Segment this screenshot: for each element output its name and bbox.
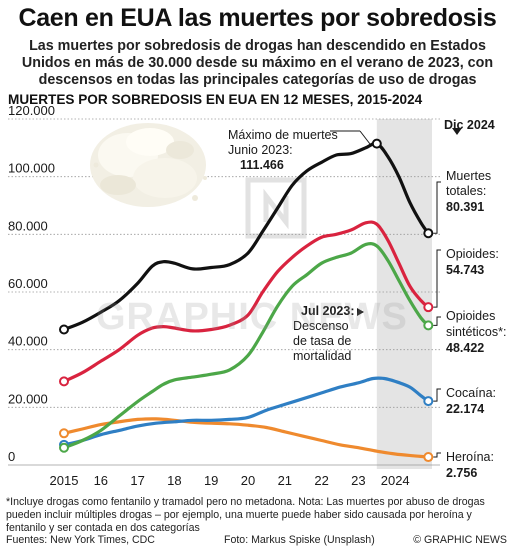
page-title: Caen en EUA las muertes por sobredosis <box>18 4 497 32</box>
y-tick-label: 100.000 <box>8 161 55 176</box>
connector-opioids <box>433 249 441 308</box>
y-tick-label: 40.000 <box>8 334 48 349</box>
brand-credit: © GRAPHIC NEWS <box>413 534 507 546</box>
x-tick-label: 21 <box>278 473 292 488</box>
series-end-point-synthetic <box>423 320 434 331</box>
x-tick-label: 2015 <box>50 473 79 488</box>
jul-annotation-label: Jul 2023: <box>301 304 355 318</box>
dec-label: Dic 2024 <box>444 118 495 132</box>
jul-annotation-line3: mortalidad <box>293 349 351 363</box>
synthetic-end-label-line2: sintéticos*: <box>446 325 506 339</box>
total-end-label-line2: totales: <box>446 184 486 198</box>
series-start-point-total <box>59 324 69 335</box>
y-tick-label: 20.000 <box>8 391 48 406</box>
subtitle: Las muertes por sobredosis de drogas han… <box>21 38 494 88</box>
x-tick-label: 22 <box>314 473 328 488</box>
x-tick-label: 18 <box>167 473 181 488</box>
peak-point <box>371 138 382 149</box>
series-line-opioids <box>62 220 430 383</box>
series-line-synthetic <box>62 242 430 450</box>
powder-photo <box>90 123 207 207</box>
connector-cocaine <box>433 388 441 402</box>
jul-marker-icon <box>357 308 364 316</box>
heroin-end-label: Heroína: <box>446 450 494 464</box>
series-line-cocaine <box>62 376 430 447</box>
x-tick-label: 19 <box>204 473 218 488</box>
synthetic-end-label-line1: Opioides <box>446 309 495 323</box>
connector-heroin <box>433 452 441 458</box>
x-tick-label: 2024 <box>381 473 410 488</box>
peak-annotation-line2: Junio 2023: <box>228 143 293 157</box>
y-tick-label: 0 <box>8 449 15 464</box>
sources: Fuentes: New York Times, CDC <box>6 534 155 546</box>
watermark-text: GRAPHIC NEWS <box>96 296 408 338</box>
connector-total <box>433 181 441 234</box>
x-tick-label: 17 <box>130 473 144 488</box>
chart-heading: MUERTES POR SOBREDOSIS EN EUA EN 12 MESE… <box>8 92 423 107</box>
dec-marker-icon <box>452 128 462 135</box>
footnote: *Incluye drogas como fentanilo y tramado… <box>6 496 485 534</box>
series-start-point-heroin <box>59 428 69 439</box>
jul-annotation-line2: de tasa de <box>293 334 351 348</box>
opioids-end-label: Opioides: <box>446 247 499 261</box>
heroin-end-value: 2.756 <box>446 466 477 480</box>
series-start-point-synthetic <box>59 442 69 453</box>
peak-annotation-value: 111.466 <box>240 158 284 172</box>
gridlines <box>8 118 440 466</box>
cocaine-end-value: 22.174 <box>446 402 484 416</box>
y-tick-label: 80.000 <box>8 218 48 233</box>
total-end-value: 80.391 <box>446 200 484 214</box>
opioids-end-value: 54.743 <box>446 263 484 277</box>
series-line-heroin <box>62 417 430 459</box>
x-tick-label: 23 <box>351 473 365 488</box>
connector-synthetic <box>433 316 441 326</box>
series-end-point-opioids <box>423 302 434 313</box>
x-tick-label: 20 <box>241 473 255 488</box>
y-tick-label: 60.000 <box>8 276 48 291</box>
peak-leader-line-2 <box>359 130 371 145</box>
photo-credit: Foto: Markus Spiske (Unsplash) <box>224 534 375 546</box>
jul-annotation-line1: Descenso <box>293 319 349 333</box>
series-end-point-total <box>423 228 434 239</box>
series-end-point-cocaine <box>423 396 434 407</box>
synthetic-end-value: 48.422 <box>446 341 484 355</box>
x-tick-label: 16 <box>94 473 108 488</box>
peak-annotation-line1: Máximo de muertes <box>228 128 338 142</box>
cocaine-end-label: Cocaína: <box>446 386 496 400</box>
y-tick-label: 120.000 <box>8 103 55 118</box>
series-line-total <box>62 141 430 332</box>
series-end-point-heroin <box>423 452 434 463</box>
total-end-label-line1: Muertes <box>446 169 491 183</box>
series-start-point-opioids <box>59 376 69 387</box>
